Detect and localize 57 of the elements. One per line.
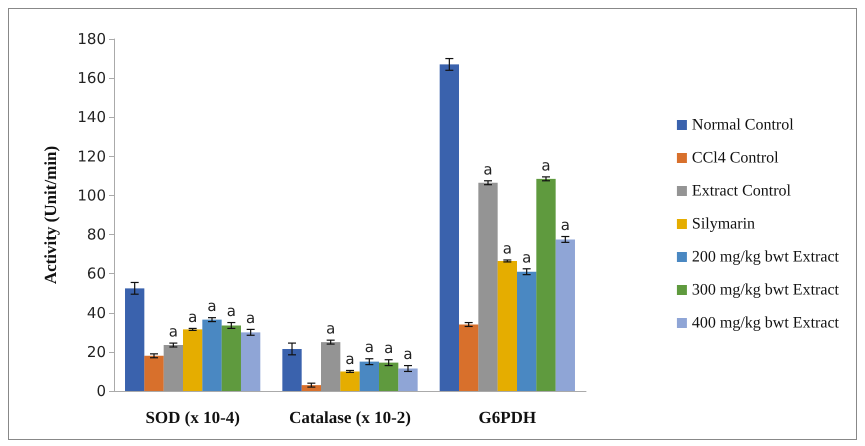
bar xyxy=(556,239,575,391)
y-tick-label: 100 xyxy=(77,186,106,204)
bar xyxy=(378,362,398,391)
legend-label: Extract Control xyxy=(692,182,792,200)
legend-label: 200 mg/kg bwt Extract xyxy=(692,248,840,266)
bar xyxy=(282,348,302,391)
bar xyxy=(321,342,340,391)
data-label: a xyxy=(502,239,512,258)
bar xyxy=(398,368,418,391)
bar xyxy=(478,182,498,391)
x-tick-label: G6PDH xyxy=(478,408,536,427)
y-axis-title: Activity (Unit/min) xyxy=(41,146,60,284)
data-label: a xyxy=(188,308,198,326)
x-tick-label: Catalase (x 10-2) xyxy=(289,408,411,427)
data-label: a xyxy=(384,339,394,358)
bar xyxy=(222,325,241,391)
bar xyxy=(360,362,379,391)
legend-label: CCl4 Control xyxy=(692,150,780,166)
data-label: a xyxy=(207,297,217,316)
bar xyxy=(517,272,536,391)
bar xyxy=(183,329,202,391)
data-label: a xyxy=(246,308,256,327)
bar xyxy=(340,371,360,391)
bar xyxy=(302,385,322,391)
y-tick-label: 60 xyxy=(86,264,106,283)
bar xyxy=(459,324,478,391)
data-label: a xyxy=(541,156,551,174)
bar xyxy=(125,288,144,391)
y-tick-label: 160 xyxy=(77,69,106,88)
data-label: a xyxy=(226,302,236,320)
bar xyxy=(240,332,260,391)
legend-label: Silymarin xyxy=(692,216,756,232)
data-label: a xyxy=(560,216,570,234)
data-label: a xyxy=(326,320,336,338)
y-tick-label: 140 xyxy=(77,108,106,126)
y-tick-label: 120 xyxy=(77,147,106,166)
y-tick-label: 180 xyxy=(77,30,106,48)
y-tick-label: 20 xyxy=(86,342,106,361)
bar xyxy=(498,260,517,391)
legend-label: Normal Control xyxy=(692,116,794,134)
x-tick-label: SOD (x 10-4) xyxy=(145,408,240,427)
bar xyxy=(440,64,460,391)
y-tick-label: 0 xyxy=(96,382,106,400)
bar xyxy=(144,356,164,391)
bar xyxy=(164,345,183,391)
data-label: a xyxy=(168,322,178,341)
legend-label: 400 mg/kg bwt Extract xyxy=(692,314,840,332)
bar xyxy=(536,178,556,391)
bar xyxy=(202,320,222,391)
data-label: a xyxy=(403,345,413,364)
y-tick-label: 80 xyxy=(86,226,106,244)
legend-label: 300 mg/kg bwt Extract xyxy=(692,282,840,298)
y-tick-label: 40 xyxy=(86,304,106,322)
data-label: a xyxy=(483,160,493,178)
data-label: a xyxy=(345,350,355,368)
data-label: a xyxy=(364,338,374,356)
data-label: a xyxy=(522,248,532,266)
